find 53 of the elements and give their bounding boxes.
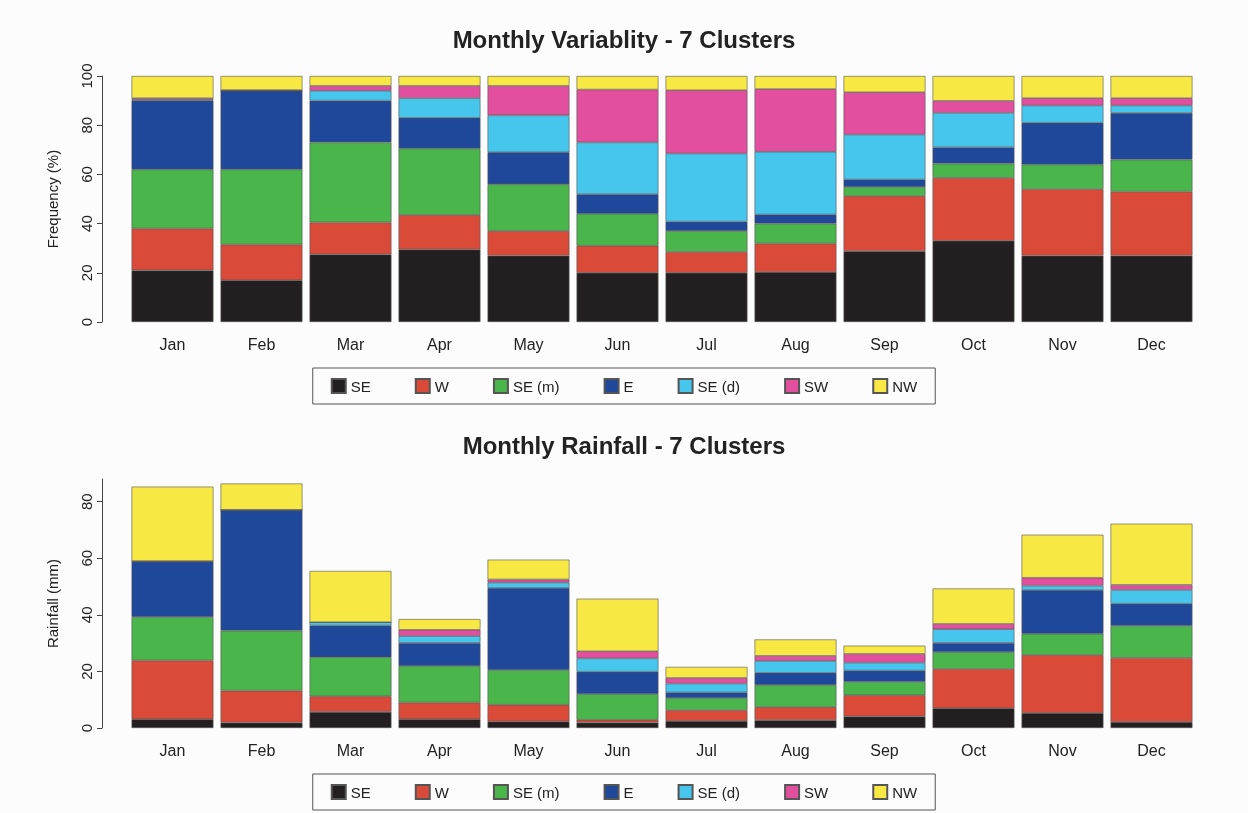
x-tick-label: Aug [781, 741, 810, 759]
y-tick-label: 0 [78, 317, 95, 327]
y-tick-label: 80 [78, 116, 95, 134]
y-axis-title: Frequency (%) [44, 149, 61, 249]
x-tick-label: Oct [961, 335, 987, 353]
x-tick-label: Oct [961, 741, 987, 759]
x-tick-label: Jun [604, 335, 631, 353]
x-tick-label: Jan [159, 335, 186, 353]
x-tick-label: Jan [159, 741, 186, 759]
legend-label: SE (m) [512, 783, 560, 801]
legend-label: SE [350, 377, 371, 395]
y-tick-label: 40 [78, 606, 95, 624]
chart-title: Monthly Rainfall - 7 Clusters [462, 431, 786, 459]
legend-label: SW [804, 377, 830, 395]
chart-title: Monthly Variablity - 7 Clusters [452, 25, 796, 53]
x-tick-label: May [513, 741, 544, 759]
y-tick-label: 60 [78, 166, 95, 183]
y-tick-label: 0 [78, 723, 95, 733]
x-tick-label: Apr [427, 741, 453, 759]
legend-label: NW [892, 377, 919, 395]
legend-label: SW [804, 783, 830, 801]
y-tick-label: 20 [78, 264, 95, 282]
y-tick-label: 20 [78, 663, 95, 680]
y-tick-label: 80 [78, 493, 95, 510]
x-tick-label: Mar [336, 741, 365, 759]
x-tick-label: Sep [870, 741, 899, 759]
x-tick-label: Jul [696, 741, 717, 759]
y-axis-title: Rainfall (mm) [44, 558, 61, 649]
legend-label: NW [892, 783, 919, 801]
x-tick-label: Feb [247, 335, 276, 353]
x-tick-label: Sep [870, 335, 899, 353]
y-tick-label: 60 [78, 549, 95, 567]
x-tick-label: Nov [1048, 335, 1077, 353]
legend-label: SE [350, 783, 371, 801]
legend-label: SE (d) [697, 783, 741, 801]
x-tick-label: May [513, 335, 544, 353]
x-tick-label: Dec [1137, 741, 1166, 759]
legend-label: SE (m) [512, 377, 560, 395]
x-tick-label: Aug [781, 335, 810, 353]
x-tick-label: Nov [1048, 741, 1077, 759]
legend-label: E [623, 377, 634, 395]
x-tick-label: Feb [247, 741, 276, 759]
y-tick-label: 100 [78, 63, 95, 89]
x-tick-label: Dec [1137, 335, 1166, 353]
y-tick-label: 40 [78, 215, 95, 232]
x-tick-label: Jun [604, 741, 631, 759]
x-tick-label: Jul [696, 335, 717, 353]
legend-label: W [434, 783, 450, 801]
legend-label: E [623, 783, 634, 801]
legend-label: W [434, 377, 450, 395]
x-tick-label: Apr [427, 335, 453, 353]
x-tick-label: Mar [336, 335, 365, 353]
legend-label: SE (d) [697, 377, 741, 395]
